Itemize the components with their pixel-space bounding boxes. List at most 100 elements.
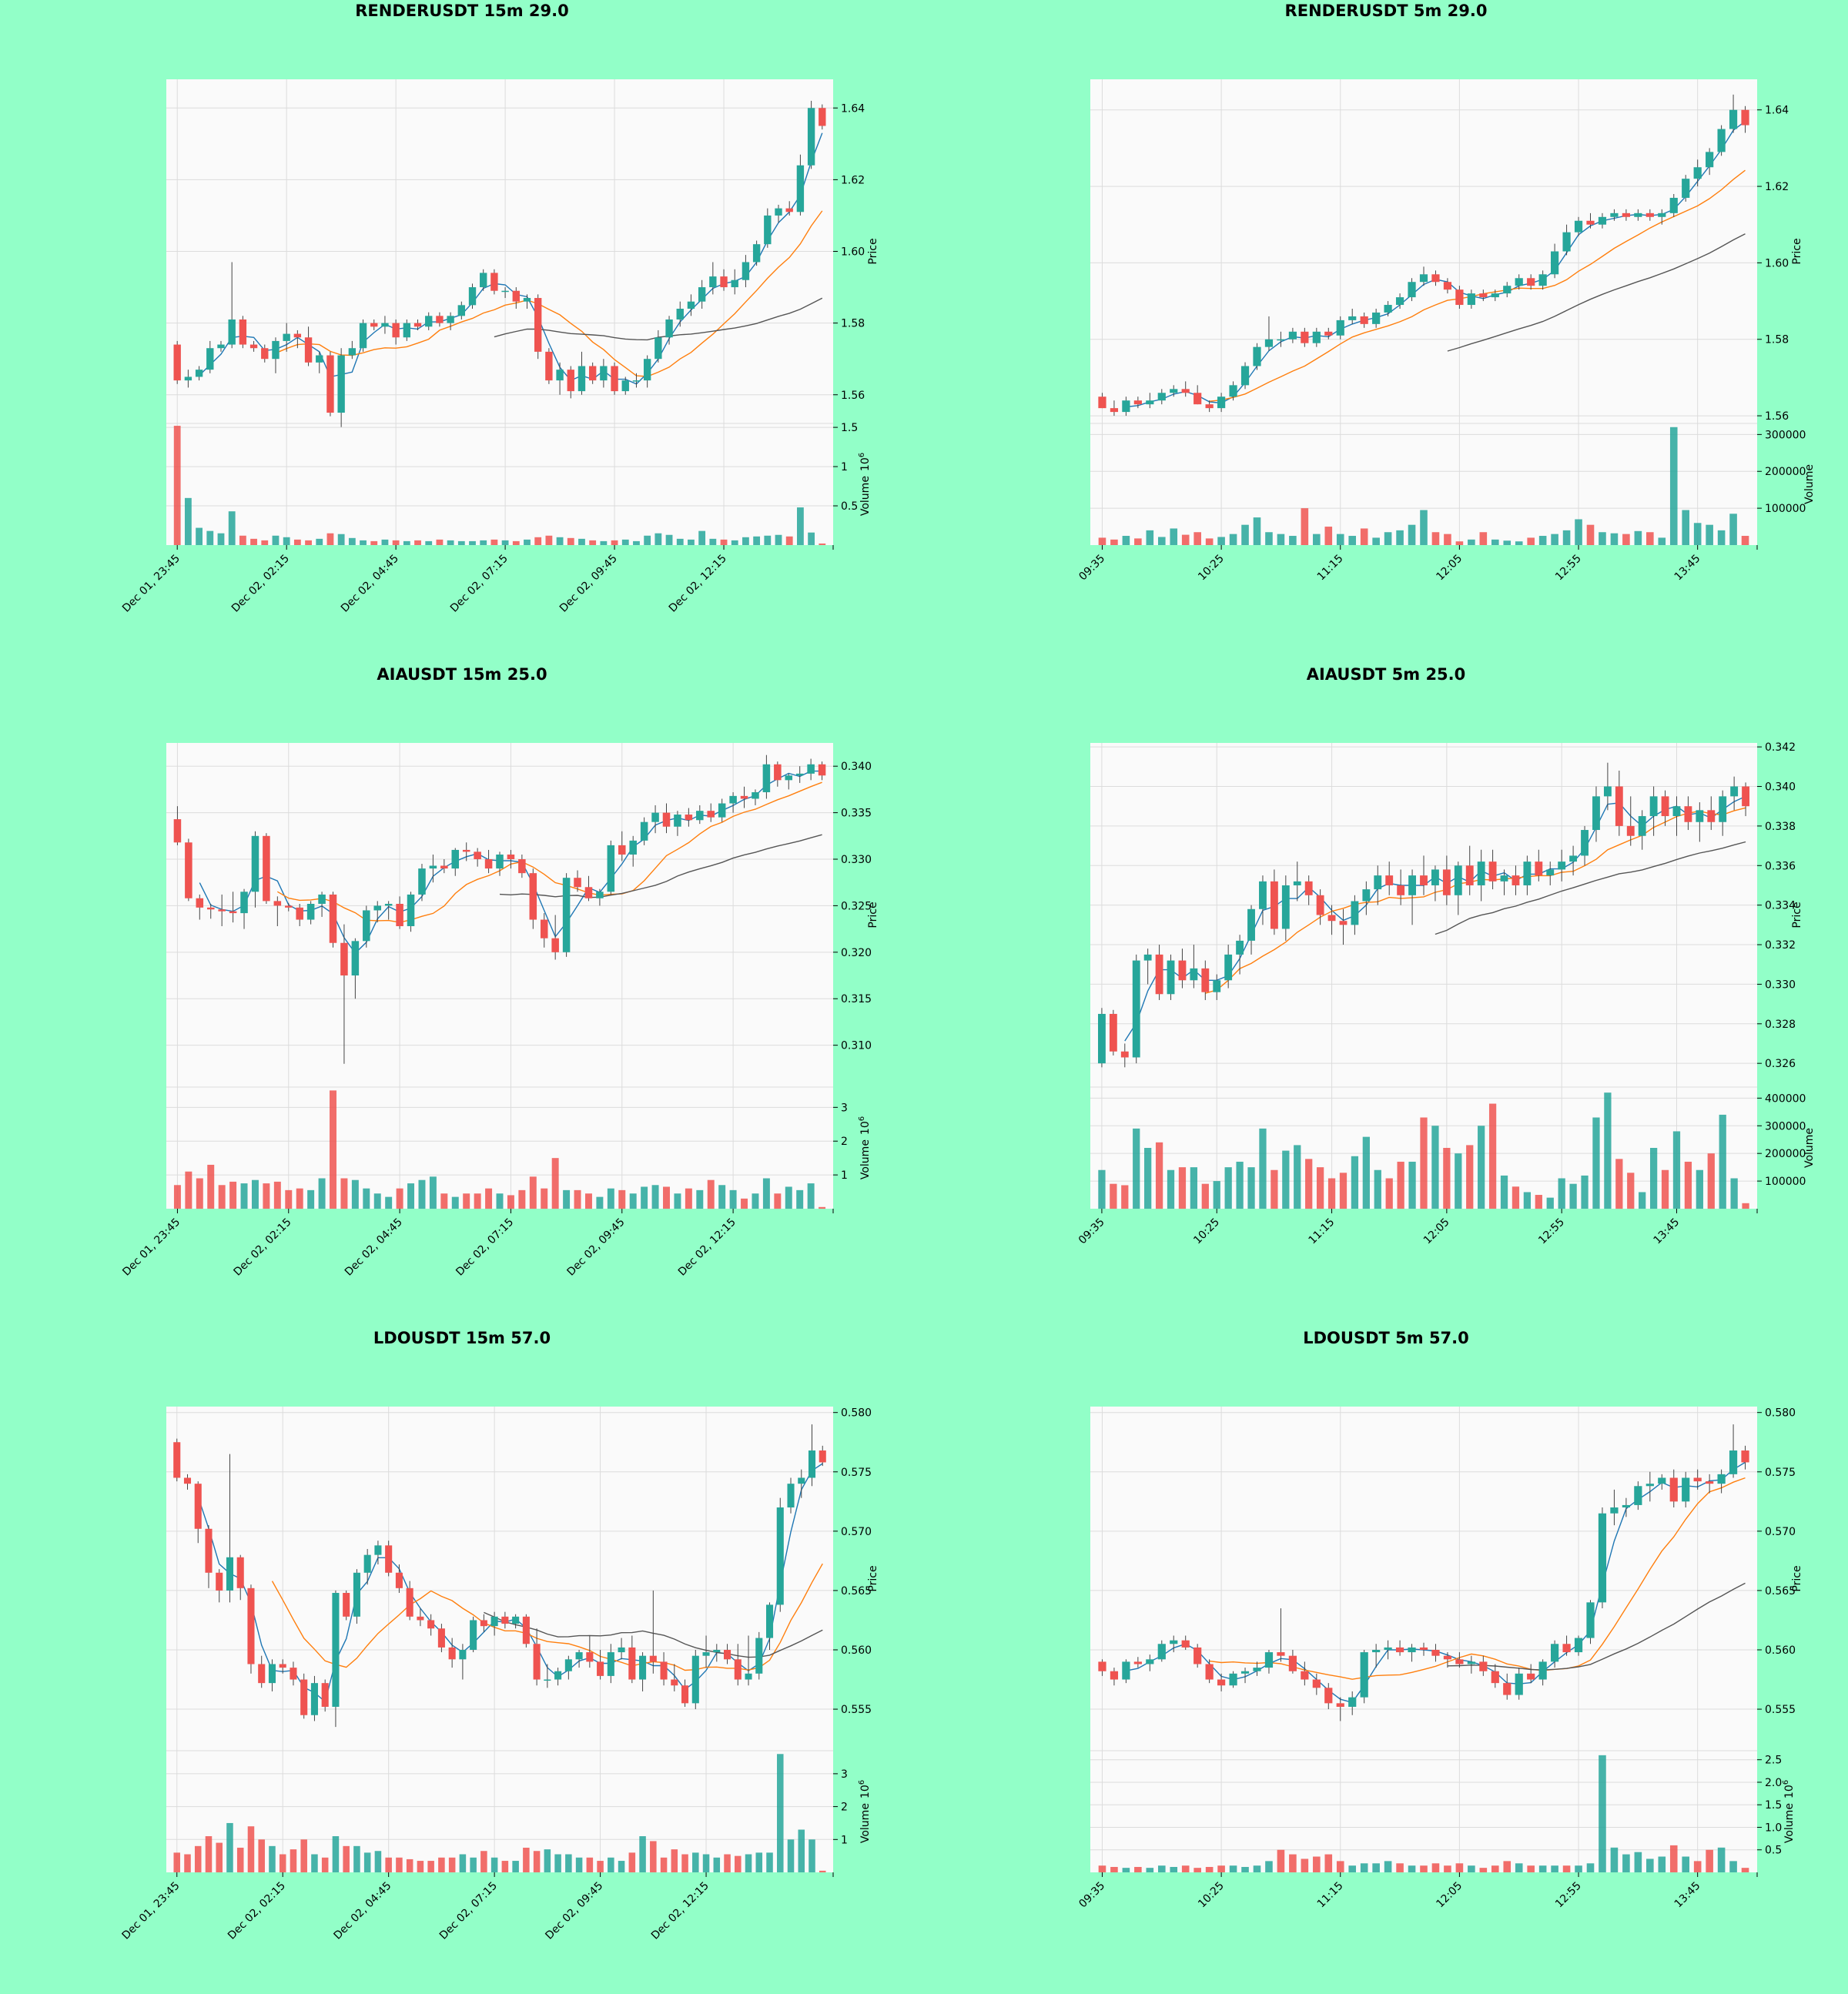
candle-body: [674, 815, 681, 827]
candle: [629, 835, 637, 867]
candle-body: [600, 366, 608, 381]
volume-bar: [654, 533, 662, 545]
volume-bar: [1658, 537, 1666, 545]
candle-body: [1240, 366, 1250, 386]
volume-bar: [762, 1178, 770, 1209]
volume-bar: [1551, 534, 1558, 545]
candle-body: [1586, 220, 1595, 225]
volume-bar: [1229, 1865, 1237, 1872]
candle: [1205, 400, 1214, 413]
candle-body: [1384, 1647, 1392, 1650]
candle: [764, 208, 772, 248]
volume-bar: [363, 1188, 370, 1209]
volume-bar: [709, 538, 717, 545]
volume-bar: [639, 1836, 646, 1872]
candle: [501, 1611, 509, 1629]
volume-bar: [1289, 536, 1297, 545]
candle-body: [1247, 908, 1255, 941]
candle-body: [1201, 968, 1210, 992]
candle: [251, 831, 259, 908]
candle: [807, 758, 815, 781]
candle-body: [1336, 1703, 1344, 1707]
candle: [1327, 905, 1336, 935]
candle-body: [1170, 389, 1178, 393]
candle-body: [1454, 865, 1462, 895]
volume-bar: [745, 1854, 752, 1872]
price-tick-label: 0.565: [841, 1585, 872, 1598]
candle: [304, 326, 313, 366]
candle: [484, 849, 493, 874]
candle: [296, 904, 303, 926]
candle-body: [1503, 1683, 1512, 1695]
candle: [1181, 381, 1190, 397]
volume-bar: [1455, 541, 1464, 545]
candle: [206, 904, 215, 919]
volume-bar: [1372, 1863, 1380, 1872]
volume-bar: [507, 1195, 514, 1209]
candle-body: [496, 854, 504, 869]
volume-bar: [1444, 534, 1451, 545]
candle: [1465, 845, 1474, 895]
volume-bar: [1599, 532, 1606, 545]
candle: [607, 840, 615, 895]
candle-body: [1385, 875, 1394, 885]
candle: [1658, 209, 1666, 225]
volume-tick-label: 2: [841, 1802, 848, 1814]
moving-average-line: [1435, 841, 1746, 935]
candle-body: [512, 290, 520, 302]
candle: [258, 1655, 266, 1688]
candle: [1264, 1649, 1274, 1674]
candle-body: [540, 919, 548, 938]
candle: [798, 1469, 805, 1498]
price-tick-label: 1.62: [841, 174, 865, 186]
candle: [1157, 1640, 1166, 1662]
candle-body: [1301, 331, 1309, 343]
candle-body: [1569, 855, 1578, 862]
price-tick-label: 0.334: [1765, 900, 1796, 912]
volume-bar: [1253, 517, 1261, 545]
candle: [1120, 1043, 1129, 1068]
volume-bar: [1360, 528, 1368, 545]
candle: [1348, 1691, 1357, 1715]
candle: [564, 1655, 572, 1680]
candle: [1512, 865, 1520, 895]
volume-bar: [1729, 514, 1737, 545]
price-tick-label: 0.575: [1765, 1467, 1796, 1479]
candle-body: [217, 344, 225, 349]
volume-bar: [1575, 1865, 1582, 1872]
candle-body: [1707, 810, 1716, 822]
candle-body: [1146, 1659, 1154, 1664]
candle: [600, 359, 608, 388]
price-tick-label: 1.62: [1765, 181, 1789, 193]
candle-body: [649, 1655, 657, 1662]
candle: [1574, 216, 1583, 236]
candle-body: [1372, 1649, 1381, 1653]
candle-body: [1339, 921, 1348, 925]
price-tick-label: 0.340: [841, 761, 872, 773]
candle: [1574, 1635, 1583, 1656]
candle: [1719, 790, 1727, 836]
volume-bar: [556, 537, 564, 545]
candle: [1281, 875, 1290, 941]
candle-body: [662, 812, 671, 827]
candle-body: [1717, 129, 1726, 152]
volume-bar: [1181, 534, 1190, 545]
candle-body: [819, 108, 826, 126]
volume-tick-label: 1.5: [1765, 1799, 1782, 1812]
volume-bar: [729, 1189, 737, 1209]
volume-label-text: Volume: [1803, 464, 1816, 504]
candle-body: [1098, 1661, 1106, 1671]
candle: [374, 1541, 382, 1565]
volume-bar: [1289, 1854, 1297, 1872]
volume-bar: [692, 1852, 699, 1872]
candle-body: [184, 376, 192, 381]
candle-body: [1719, 796, 1727, 822]
candle: [1488, 849, 1497, 890]
volume-bar: [1121, 1185, 1129, 1209]
candle: [1348, 309, 1357, 324]
candle-body: [554, 1671, 562, 1680]
candle-body: [205, 1528, 213, 1573]
volume-bar: [796, 1189, 804, 1209]
candle: [1535, 849, 1543, 882]
candle: [1253, 1661, 1261, 1676]
